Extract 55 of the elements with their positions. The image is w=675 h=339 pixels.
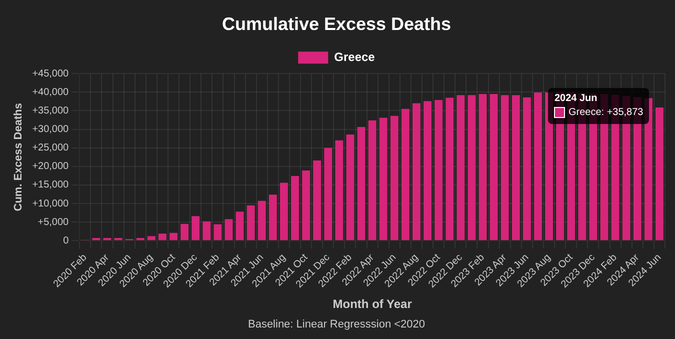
y-tick-label: +25,000: [32, 142, 70, 154]
annotation: 2024 Jun: [554, 92, 598, 106]
y-tick-label: +40,000: [32, 86, 70, 98]
bar: [424, 101, 432, 240]
bar: [401, 108, 410, 240]
annotation: Greece: +35,873: [568, 106, 644, 120]
bar: [368, 120, 376, 240]
bar: [214, 224, 222, 240]
bar: [478, 94, 487, 240]
bar: [224, 219, 233, 240]
bar: [534, 92, 542, 240]
bar: [268, 194, 277, 240]
y-tick-label: 0: [63, 235, 70, 246]
y-tick-label: +10,000: [32, 198, 70, 210]
bar: [291, 176, 299, 240]
bar: [246, 205, 255, 240]
bar: [180, 224, 189, 240]
bar: [357, 127, 366, 240]
bar: [390, 116, 398, 240]
bar: [302, 170, 310, 240]
y-tick-label: +45,000: [32, 68, 70, 80]
bar: [656, 107, 664, 240]
bar: [236, 212, 244, 240]
bar: [468, 95, 476, 240]
legend-label: Greece: [334, 50, 376, 64]
x-axis-title: Month of Year: [332, 296, 412, 311]
bar: [456, 95, 465, 240]
chart-title: Cumulative Excess Deaths: [222, 14, 452, 34]
bar: [446, 98, 454, 240]
y-tick-label: +5,000: [38, 216, 70, 228]
y-axis-title: Cum. Excess Deaths: [12, 103, 25, 212]
bar: [335, 140, 344, 240]
bar: [379, 118, 388, 240]
bar: [434, 100, 443, 240]
bar: [512, 95, 520, 240]
bar: [522, 97, 531, 240]
bar: [324, 148, 332, 240]
bar: [346, 134, 354, 240]
bar: [158, 234, 166, 240]
bar: [202, 221, 211, 240]
bar: [644, 98, 652, 240]
y-tick-label: +30,000: [32, 124, 70, 136]
bar: [258, 200, 266, 240]
bar: [412, 103, 420, 240]
bar: [313, 160, 322, 240]
bar: [490, 94, 498, 240]
y-tick-label: +20,000: [32, 161, 70, 172]
y-tick-label: +15,000: [32, 180, 70, 191]
bar: [500, 95, 509, 240]
bar: [192, 216, 200, 240]
text: Baseline: Linear Regresssion <2020: [248, 318, 426, 330]
bar: [170, 232, 178, 240]
y-tick-label: +35,000: [32, 105, 70, 116]
bar: [147, 236, 156, 240]
bar: [280, 182, 288, 240]
